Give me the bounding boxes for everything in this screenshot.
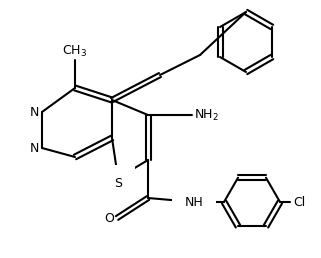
Text: NH: NH bbox=[185, 196, 204, 208]
Text: N: N bbox=[30, 141, 39, 155]
Text: Cl: Cl bbox=[293, 196, 305, 208]
Text: S: S bbox=[114, 177, 122, 190]
Text: O: O bbox=[104, 212, 114, 224]
Text: CH$_3$: CH$_3$ bbox=[63, 44, 88, 59]
Text: NH$_2$: NH$_2$ bbox=[194, 107, 219, 123]
Text: N: N bbox=[30, 106, 39, 118]
